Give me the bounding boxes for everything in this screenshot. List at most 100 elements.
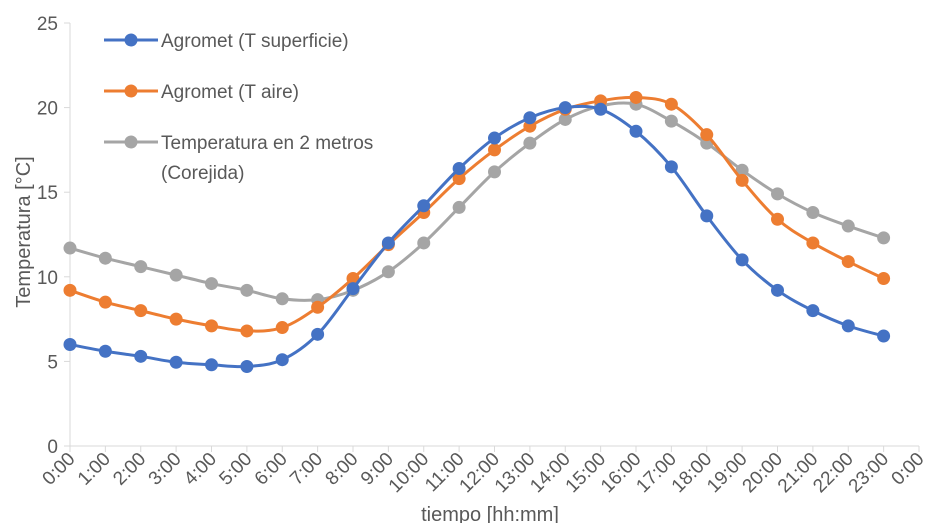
x-tick-label: 15:00 — [562, 449, 610, 497]
data-point — [700, 128, 714, 142]
x-tick-label: 13:00 — [491, 449, 539, 497]
data-point — [806, 206, 820, 220]
x-tick-label: 8:00 — [322, 449, 363, 490]
x-tick-label: 21:00 — [774, 449, 822, 497]
y-tick-label: 15 — [37, 183, 58, 204]
data-point — [169, 312, 183, 326]
data-point — [346, 271, 360, 285]
y-tick-label: 5 — [47, 352, 58, 373]
x-tick-label: 17:00 — [632, 449, 680, 497]
x-tick-label: 2:00 — [109, 449, 150, 490]
data-point — [771, 187, 784, 201]
data-point — [558, 112, 572, 126]
data-point — [841, 255, 855, 269]
series-t-superficie — [63, 101, 891, 373]
y-tick-label: 0 — [47, 437, 58, 458]
legend-item: Agromet (T aire) — [104, 82, 299, 103]
data-point — [311, 327, 325, 341]
y-tick-label: 10 — [37, 268, 58, 289]
x-ticks: 0:001:002:003:004:005:006:007:008:009:00… — [39, 446, 929, 497]
legend-label: (Corejida) — [161, 163, 244, 184]
data-point — [594, 102, 608, 116]
y-ticks: 0 5 10 15 20 25 — [37, 14, 70, 458]
legend: Agromet (T superficie) Agromet (T aire) Te… — [104, 31, 373, 184]
data-point — [523, 136, 537, 150]
x-tick-label: 16:00 — [597, 449, 645, 497]
data-point — [205, 358, 218, 372]
data-point — [841, 219, 855, 233]
x-tick-label: 5:00 — [215, 449, 256, 490]
data-point — [98, 344, 112, 358]
data-point — [63, 283, 77, 297]
x-tick-label: 6:00 — [251, 449, 292, 490]
data-point — [488, 131, 501, 145]
y-tick-label: 25 — [37, 14, 58, 35]
legend-marker — [124, 84, 138, 98]
data-point — [806, 236, 820, 250]
y-tick-label: 20 — [37, 99, 58, 120]
data-point — [98, 295, 112, 309]
data-point — [664, 160, 678, 174]
data-point — [735, 163, 749, 177]
x-tick-label: 14:00 — [526, 449, 574, 497]
x-tick-label: 18:00 — [668, 449, 716, 497]
data-point — [169, 355, 183, 369]
data-point — [205, 277, 218, 291]
data-point — [98, 251, 112, 265]
data-point — [169, 268, 183, 282]
data-point — [240, 359, 254, 373]
legend-label: Temperatura en 2 metros — [161, 133, 373, 154]
data-point — [275, 321, 289, 335]
data-point — [664, 114, 678, 128]
x-tick-label: 12:00 — [456, 449, 504, 497]
legend-label: Agromet (T aire) — [161, 82, 299, 103]
data-point — [877, 329, 891, 343]
legend-label: Agromet (T superficie) — [161, 31, 349, 52]
series-t-2m — [63, 97, 891, 307]
data-point — [877, 231, 891, 245]
x-tick-label: 0:00 — [39, 449, 80, 490]
data-point — [806, 304, 820, 318]
x-tick-label: 0:00 — [888, 449, 929, 490]
data-point — [841, 319, 855, 333]
x-tick-label: 1:00 — [74, 449, 115, 490]
data-point — [346, 282, 360, 296]
data-point — [629, 124, 643, 138]
x-tick-label: 19:00 — [703, 449, 751, 497]
data-point — [452, 162, 466, 176]
data-point — [629, 90, 643, 104]
legend-item: Agromet (T superficie) — [104, 31, 349, 52]
legend-marker — [124, 33, 138, 47]
x-tick-label: 7:00 — [286, 449, 327, 490]
data-point — [452, 172, 466, 186]
data-point — [452, 200, 466, 214]
legend-item: Temperatura en 2 metros (Corejida) — [104, 133, 373, 184]
data-point — [63, 241, 77, 255]
data-point — [381, 265, 395, 279]
series-t-aire — [63, 90, 891, 338]
data-point — [771, 212, 784, 226]
data-point — [240, 283, 254, 297]
data-point — [275, 353, 289, 367]
x-tick-label: 23:00 — [845, 449, 893, 497]
data-point — [523, 111, 537, 125]
data-point — [735, 173, 749, 187]
data-point — [63, 337, 77, 351]
data-point — [558, 101, 572, 115]
data-point — [417, 199, 431, 213]
x-tick-label: 20:00 — [739, 449, 787, 497]
data-point — [275, 292, 289, 306]
data-point — [311, 300, 325, 314]
data-point — [381, 236, 395, 250]
data-point — [771, 283, 784, 297]
data-point — [488, 165, 501, 179]
series-layer — [63, 90, 891, 373]
x-tick-label: 22:00 — [809, 449, 857, 497]
x-axis-title: tiempo [hh:mm] — [421, 504, 559, 523]
data-point — [735, 253, 749, 267]
legend-marker — [124, 135, 138, 149]
data-point — [488, 143, 501, 157]
data-point — [877, 271, 891, 285]
data-point — [417, 236, 431, 250]
